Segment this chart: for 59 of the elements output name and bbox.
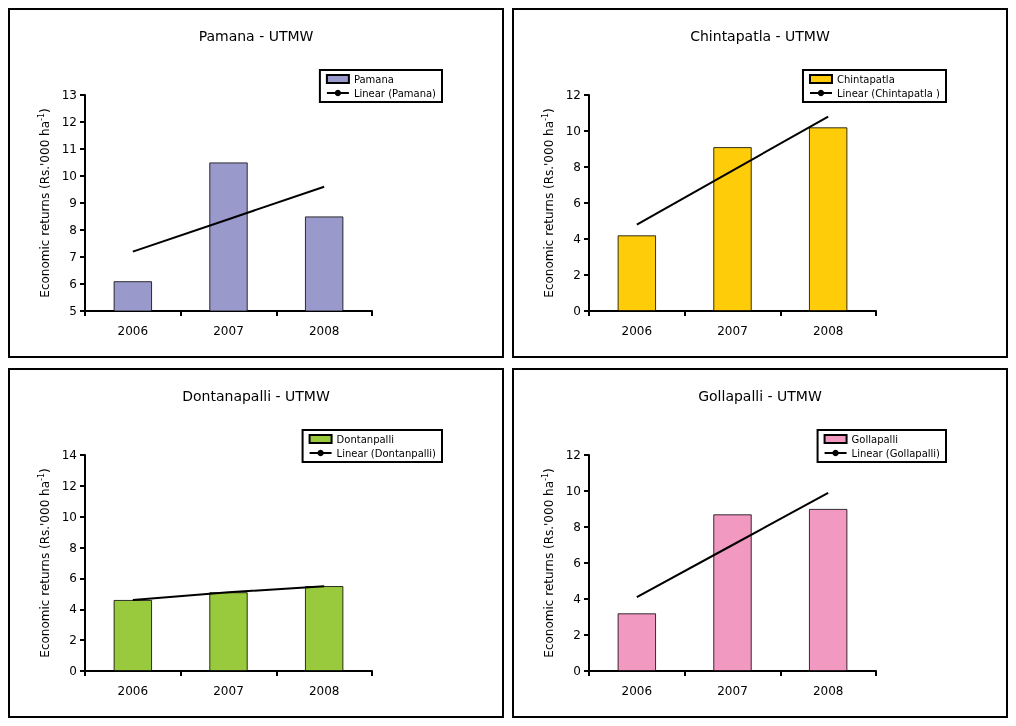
y-axis-title: Economic returns (Rs.'000 ha-1): [541, 468, 556, 658]
x-tick-label: 2007: [213, 684, 244, 698]
y-tick-label: 12: [61, 478, 77, 493]
y-tick-label: 4: [573, 592, 581, 606]
x-tick-label: 2006: [621, 684, 653, 698]
y-tick-label: 6: [69, 277, 77, 291]
chart-title: Chintapatla - UTMW: [690, 28, 830, 44]
y-tick-label: 10: [565, 124, 581, 138]
y-tick-label: 5: [69, 304, 77, 318]
x-tick-label: 2006: [117, 684, 149, 698]
y-axis-title: Economic returns (Rs.'000 ha-1): [541, 108, 556, 298]
legend-label: Pamana: [353, 73, 394, 85]
y-tick-label: 12: [61, 115, 77, 129]
y-tick-label: 6: [573, 196, 581, 210]
legend-label: Dontanpalli: [336, 433, 394, 445]
y-tick-label: 0: [573, 304, 581, 318]
y-tick-label: 12: [565, 448, 581, 462]
y-tick-label: 4: [573, 232, 581, 246]
y-tick-label: 9: [69, 196, 77, 210]
legend-label: Gollapalli: [851, 433, 898, 445]
chart-title: Dontanapalli - UTMW: [182, 388, 330, 404]
y-tick-label: 14: [61, 448, 77, 462]
x-tick-label: 2007: [717, 684, 748, 698]
y-tick-label: 10: [565, 484, 581, 498]
x-tick-label: 2007: [213, 324, 244, 338]
y-tick-label: 10: [61, 169, 77, 183]
y-tick-label: 8: [573, 520, 581, 534]
y-tick-label: 8: [573, 160, 581, 174]
y-axis-title: Economic returns (Rs.'000 ha-1): [37, 108, 52, 298]
y-tick-label: 10: [61, 509, 77, 524]
chart-title: Gollapalli - UTMW: [698, 388, 822, 404]
y-tick-label: 4: [69, 602, 77, 617]
y-tick-label: 13: [61, 88, 77, 102]
legend-label: Linear (Pamana): [353, 87, 437, 99]
y-tick-label: 2: [573, 268, 581, 282]
legend-label: Linear (Dontanpalli): [336, 447, 437, 459]
legend-label: Linear (Chintapatla ): [836, 87, 941, 99]
x-tick-label: 2008: [812, 684, 844, 698]
y-tick-label: 12: [565, 88, 581, 102]
x-tick-label: 2006: [621, 324, 653, 338]
chart-title: Pamana - UTMW: [198, 28, 314, 44]
legend-label: Linear (Gollapalli): [851, 447, 941, 459]
y-tick-label: 7: [69, 250, 77, 264]
x-tick-label: 2008: [308, 684, 340, 698]
x-tick-label: 2008: [812, 324, 844, 338]
y-axis-title: Economic returns (Rs.'000 ha-1): [37, 468, 52, 658]
y-tick-label: 0: [573, 664, 581, 678]
y-tick-label: 0: [69, 664, 77, 678]
y-tick-label: 2: [69, 633, 77, 648]
x-tick-label: 2007: [717, 324, 748, 338]
y-tick-label: 2: [573, 628, 581, 642]
y-tick-label: 11: [61, 142, 77, 156]
x-tick-label: 2006: [117, 324, 149, 338]
y-tick-label: 8: [69, 223, 77, 237]
y-tick-label: 6: [69, 571, 77, 586]
legend-label: Chintapatla: [836, 73, 895, 85]
y-tick-label: 6: [573, 556, 581, 570]
y-tick-label: 8: [69, 540, 77, 555]
x-tick-label: 2008: [308, 324, 340, 338]
